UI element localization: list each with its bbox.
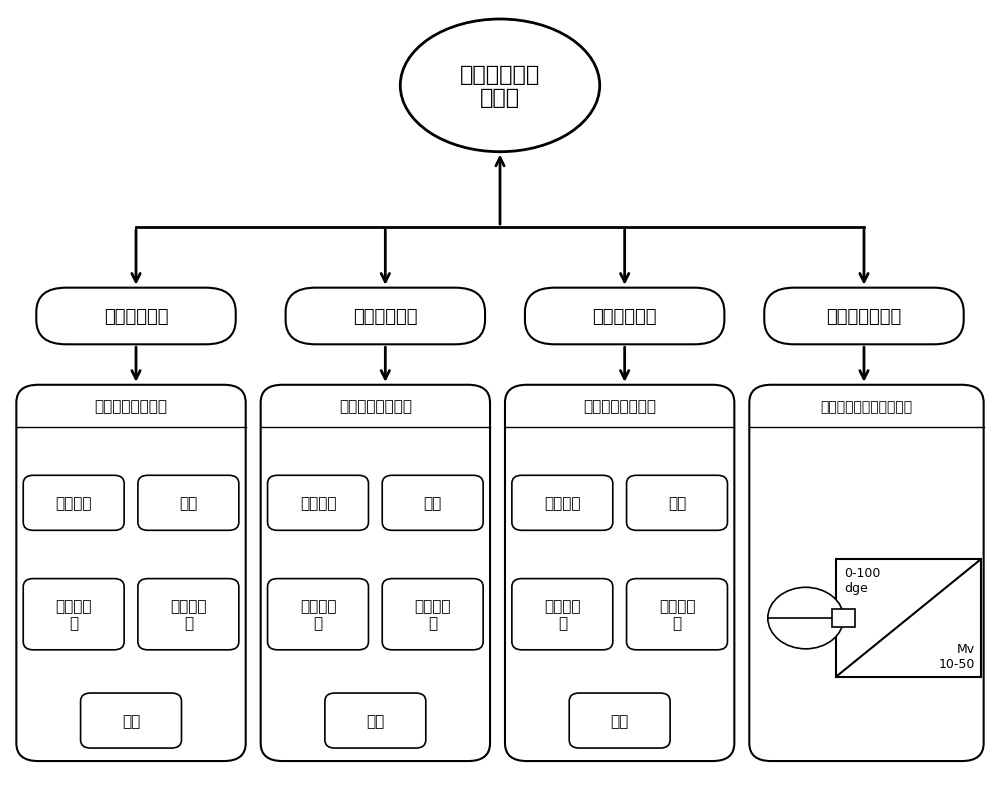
FancyBboxPatch shape bbox=[268, 476, 368, 530]
Text: 气体燃料: 气体燃料 bbox=[300, 496, 336, 511]
FancyBboxPatch shape bbox=[627, 476, 727, 530]
Text: 燃料信息采集
子系统: 燃料信息采集 子系统 bbox=[460, 65, 540, 108]
Ellipse shape bbox=[400, 20, 600, 152]
FancyBboxPatch shape bbox=[764, 288, 964, 345]
Text: 0-100
dge: 0-100 dge bbox=[844, 566, 880, 594]
Text: 冷却水进
水: 冷却水进 水 bbox=[300, 599, 336, 631]
FancyBboxPatch shape bbox=[505, 385, 734, 761]
FancyBboxPatch shape bbox=[832, 609, 855, 628]
FancyBboxPatch shape bbox=[512, 579, 613, 650]
Text: 氮气: 氮气 bbox=[122, 713, 140, 728]
FancyBboxPatch shape bbox=[382, 476, 483, 530]
FancyBboxPatch shape bbox=[836, 560, 981, 677]
FancyBboxPatch shape bbox=[512, 476, 613, 530]
FancyBboxPatch shape bbox=[286, 288, 485, 345]
Text: 冷却水回
水: 冷却水回 水 bbox=[414, 599, 451, 631]
FancyBboxPatch shape bbox=[81, 693, 181, 748]
Text: 冷却水进
水: 冷却水进 水 bbox=[544, 599, 581, 631]
Text: 烟气含氧量检测模块组件: 烟气含氧量检测模块组件 bbox=[820, 399, 913, 414]
Text: 温度检测单元: 温度检测单元 bbox=[592, 307, 657, 325]
FancyBboxPatch shape bbox=[627, 579, 727, 650]
Text: 氧气: 氧气 bbox=[424, 496, 442, 511]
Text: 气体燃料: 气体燃料 bbox=[55, 496, 92, 511]
Text: 压力检测单元: 压力检测单元 bbox=[104, 307, 168, 325]
FancyBboxPatch shape bbox=[749, 385, 984, 761]
FancyBboxPatch shape bbox=[23, 476, 124, 530]
Text: 烟气: 烟气 bbox=[611, 713, 629, 728]
FancyBboxPatch shape bbox=[16, 385, 246, 761]
Text: 氧含量检测模块: 氧含量检测模块 bbox=[826, 307, 902, 325]
FancyBboxPatch shape bbox=[268, 579, 368, 650]
FancyBboxPatch shape bbox=[138, 476, 239, 530]
Text: 压力检测模块组件: 压力检测模块组件 bbox=[95, 399, 168, 414]
Text: Mv
10-50: Mv 10-50 bbox=[938, 642, 975, 671]
Text: 温度检测模块组件: 温度检测模块组件 bbox=[583, 399, 656, 414]
FancyBboxPatch shape bbox=[138, 579, 239, 650]
FancyBboxPatch shape bbox=[525, 288, 724, 345]
FancyBboxPatch shape bbox=[569, 693, 670, 748]
FancyBboxPatch shape bbox=[23, 579, 124, 650]
Text: 氮气: 氮气 bbox=[366, 713, 384, 728]
Text: 氧气: 氧气 bbox=[179, 496, 197, 511]
Text: 氧气: 氧气 bbox=[668, 496, 686, 511]
Text: 冷却水回
水: 冷却水回 水 bbox=[659, 599, 695, 631]
Text: 流量检测单元: 流量检测单元 bbox=[353, 307, 418, 325]
FancyBboxPatch shape bbox=[325, 693, 426, 748]
Text: 冷却水进
水: 冷却水进 水 bbox=[55, 599, 92, 631]
Text: 冷却水回
水: 冷却水回 水 bbox=[170, 599, 207, 631]
FancyBboxPatch shape bbox=[36, 288, 236, 345]
FancyBboxPatch shape bbox=[382, 579, 483, 650]
FancyBboxPatch shape bbox=[261, 385, 490, 761]
Text: 气体燃料: 气体燃料 bbox=[544, 496, 581, 511]
Text: 流量检测模块组件: 流量检测模块组件 bbox=[339, 399, 412, 414]
Ellipse shape bbox=[768, 588, 844, 649]
